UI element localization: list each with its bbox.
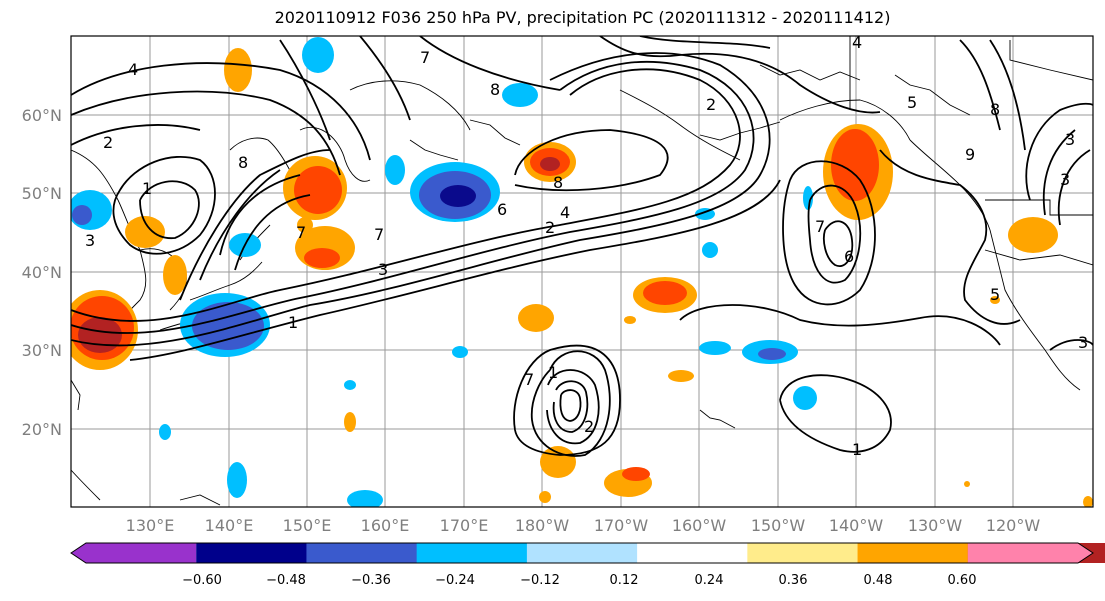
map-panel: 4 7 8 2 5 8 9 3 3 2 1 3 8 8 6 4 2 7 7 3 xyxy=(70,33,1094,508)
lon-label: 150°W xyxy=(751,516,806,535)
colorbar-tick-label: −0.60 xyxy=(182,573,222,588)
lat-label: 40°N xyxy=(22,263,62,282)
lon-label: 160°W xyxy=(672,516,727,535)
colorbar-tick-label: 0.48 xyxy=(864,573,893,588)
contour-label: 7 xyxy=(524,370,534,389)
colorbar-tick-label: 0.12 xyxy=(610,573,639,588)
contour-label: 7 xyxy=(296,223,306,242)
lon-label: 150°E xyxy=(283,516,332,535)
colorbar-segment xyxy=(196,543,307,563)
colorbar-tick-label: 0.24 xyxy=(695,573,724,588)
colorbar-segment xyxy=(526,543,638,563)
contour-label: 1 xyxy=(852,440,862,459)
colorbar-segment xyxy=(416,543,528,563)
contour-label: 2 xyxy=(584,417,594,436)
lat-label: 20°N xyxy=(22,420,62,439)
colorbar-outline xyxy=(70,542,1094,564)
contour-label: 1 xyxy=(142,179,152,198)
contour-label: 3 xyxy=(378,260,388,279)
precip-shading xyxy=(71,37,1093,507)
contour-label: 4 xyxy=(128,60,138,79)
map-title: 2020110912 F036 250 hPa PV, precipitatio… xyxy=(274,8,891,27)
colorbar-segment xyxy=(747,543,859,563)
colorbar-segment xyxy=(71,543,197,563)
colorbar: −0.60 −0.48 −0.36 −0.24 −0.12 0.12 0.24 … xyxy=(70,542,1105,588)
contour-label: 7 xyxy=(420,48,430,67)
contour-label: 7 xyxy=(374,225,384,244)
lon-label: 170°E xyxy=(440,516,489,535)
lat-label: 30°N xyxy=(22,341,62,360)
contour-label: 3 xyxy=(1060,170,1070,189)
longitude-labels: 130°E 140°E 150°E 160°E 170°E 180°W 170°… xyxy=(126,516,1041,535)
lon-label: 130°E xyxy=(126,516,175,535)
contour-label: 2 xyxy=(545,218,555,237)
colorbar-segments xyxy=(70,542,1105,564)
contour-label: 5 xyxy=(907,93,917,112)
lon-label: 170°W xyxy=(594,516,649,535)
contour-label: 6 xyxy=(844,247,854,266)
lon-label: 130°W xyxy=(908,516,963,535)
contour-label: 8 xyxy=(490,80,500,99)
contour-label: 5 xyxy=(990,285,1000,304)
colorbar-tick-label: −0.36 xyxy=(351,573,391,588)
contour-label: 8 xyxy=(990,100,1000,119)
contour-label: 8 xyxy=(553,173,563,192)
colorbar-tick-label: −0.48 xyxy=(266,573,306,588)
contour-label: 9 xyxy=(965,145,975,164)
lon-label: 180°W xyxy=(515,516,570,535)
colorbar-segment xyxy=(857,543,969,563)
lon-label: 140°E xyxy=(205,516,254,535)
contour-label: 2 xyxy=(103,133,113,152)
latitude-labels: 60°N 50°N 40°N 30°N 20°N xyxy=(22,106,62,439)
contour-label: 1 xyxy=(548,363,558,382)
colorbar-tick-label: −0.24 xyxy=(435,573,475,588)
contour-label: 8 xyxy=(238,153,248,172)
contour-label: 2 xyxy=(706,95,716,114)
pv-contours xyxy=(71,36,1093,457)
contour-label: 3 xyxy=(1065,130,1075,149)
contour-label: 3 xyxy=(1078,333,1088,352)
colorbar-tick-label: 0.36 xyxy=(779,573,808,588)
lon-label: 140°W xyxy=(829,516,884,535)
colorbar-segment xyxy=(306,543,418,563)
contour-label: 6 xyxy=(497,200,507,219)
gridlines xyxy=(71,36,1093,507)
lat-label: 50°N xyxy=(22,184,62,203)
colorbar-tick-labels: −0.60 −0.48 −0.36 −0.24 −0.12 0.12 0.24 … xyxy=(182,573,976,588)
colorbar-segment xyxy=(637,543,748,563)
contour-label: 7 xyxy=(815,217,825,236)
contour-label: 1 xyxy=(288,313,298,332)
colorbar-tick-label: −0.12 xyxy=(520,573,560,588)
colorbar-segment xyxy=(967,543,1093,563)
coastlines xyxy=(71,36,1093,506)
contour-label: 4 xyxy=(852,33,862,52)
contour-label: 3 xyxy=(85,231,95,250)
colorbar-tick-label: 0.60 xyxy=(948,573,977,588)
lon-label: 160°E xyxy=(361,516,410,535)
lat-label: 60°N xyxy=(22,106,62,125)
contour-label: 4 xyxy=(560,203,570,222)
lon-label: 120°W xyxy=(986,516,1041,535)
contour-labels: 4 7 8 2 5 8 9 3 3 2 1 3 8 8 6 4 2 7 7 3 xyxy=(85,33,1088,459)
